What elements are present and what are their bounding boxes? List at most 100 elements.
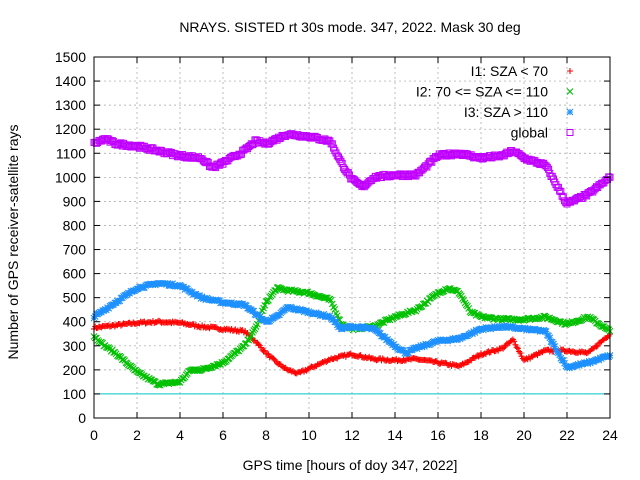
data-point: [575, 317, 583, 325]
data-point: [550, 340, 557, 348]
y-tick-label: 800: [63, 217, 87, 233]
data-point: [203, 157, 211, 165]
data-point: [331, 147, 339, 155]
data-point: [102, 306, 110, 314]
data-point: [545, 165, 553, 173]
data-point: [192, 290, 200, 298]
y-tick-label: 100: [63, 386, 87, 402]
data-point: [250, 307, 258, 315]
data-point: [261, 301, 269, 309]
data-point: [174, 379, 181, 386]
data-point: [237, 150, 245, 158]
y-tick-label: 1000: [55, 169, 86, 185]
data-point: [126, 362, 134, 370]
data-point: [306, 290, 314, 298]
data-point: [558, 192, 566, 200]
data-point: [362, 181, 370, 189]
data-point: [209, 362, 217, 370]
data-point: [551, 343, 559, 350]
data-point: [332, 318, 340, 326]
y-axis-label: Number of GPS receiver-satellite rays: [5, 125, 21, 360]
data-point: [301, 288, 309, 296]
x-tick-label: 0: [90, 427, 98, 443]
series-3: [90, 130, 614, 208]
data-point: [242, 340, 250, 347]
data-point: [486, 313, 493, 321]
data-point: [563, 200, 571, 208]
data-point: [575, 362, 583, 369]
legend-item: I3: SZA > 110: [464, 104, 574, 120]
data-point: [261, 347, 268, 354]
data-point: [364, 179, 372, 187]
y-tick-label: 200: [63, 362, 87, 378]
data-point: [180, 283, 188, 291]
y-tick-label: 1200: [55, 121, 86, 137]
y-tick-label: 400: [63, 314, 87, 330]
y-tick-label: 1300: [55, 97, 86, 113]
data-point: [199, 157, 207, 165]
y-tick-label: 0: [78, 410, 86, 426]
data-point: [195, 367, 202, 374]
data-point: [559, 356, 567, 364]
x-tick-label: 6: [219, 427, 227, 443]
x-tick-label: 4: [176, 427, 184, 443]
data-point: [595, 356, 603, 364]
x-tick-label: 18: [473, 427, 489, 443]
data-point: [561, 359, 568, 367]
data-point: [517, 350, 524, 357]
data-point: [194, 153, 202, 161]
data-point: [321, 294, 329, 302]
data-point: [586, 359, 594, 367]
data-point: [342, 167, 350, 175]
data-point: [541, 161, 549, 169]
y-tick-label: 900: [63, 193, 87, 209]
data-point: [240, 146, 248, 154]
y-tick-label: 700: [63, 242, 87, 258]
data-point: [325, 136, 333, 144]
data-point: [469, 330, 476, 338]
legend-label: global: [511, 125, 548, 141]
data-point: [557, 188, 565, 196]
legend-label: I2: 70 <= SZA <= 110: [416, 84, 548, 100]
data-point: [521, 324, 529, 332]
data-point: [546, 334, 554, 342]
legend-item: I1: SZA < 70: [471, 63, 573, 79]
x-tick-label: 10: [301, 427, 317, 443]
legend-marker: [566, 129, 574, 136]
data-point: [234, 152, 242, 160]
data-point: [513, 344, 520, 351]
legend-marker: [567, 68, 573, 74]
data-point: [254, 320, 261, 328]
data-point: [337, 157, 345, 165]
data-point: [514, 345, 521, 352]
legend: I1: SZA < 70 I2: 70 <= SZA <= 110 I3: SZA …: [416, 63, 574, 141]
data-point: [264, 350, 271, 357]
data-point: [556, 351, 564, 359]
data-point: [554, 183, 562, 191]
data-point: [378, 319, 385, 326]
y-tick-label: 500: [63, 290, 87, 306]
data-point: [108, 137, 116, 145]
data-point: [327, 296, 335, 304]
legend-marker: [566, 88, 574, 95]
y-tick-label: 300: [63, 338, 87, 354]
chart-title: NRAYS. SISTED rt 30s mode. 347, 2022. Ma…: [179, 19, 520, 35]
axis-layer: 0 2 4 6 8 10 12 14 16 18 20 22 240100200300400500600…: [55, 49, 618, 443]
x-tick-label: 20: [516, 427, 532, 443]
data-point: [542, 328, 550, 335]
data-point: [556, 187, 564, 195]
data-point: [255, 341, 262, 348]
data-point: [246, 142, 254, 150]
data-point: [584, 360, 592, 368]
x-tick-label: 8: [262, 427, 270, 443]
x-tick-label: 16: [430, 427, 446, 443]
data-point: [428, 158, 436, 166]
data-point: [321, 135, 329, 143]
data-point: [303, 307, 310, 315]
data-point: [334, 153, 342, 161]
x-tick-label: 24: [602, 427, 618, 443]
data-point: [326, 312, 334, 320]
x-tick-label: 12: [344, 427, 360, 443]
